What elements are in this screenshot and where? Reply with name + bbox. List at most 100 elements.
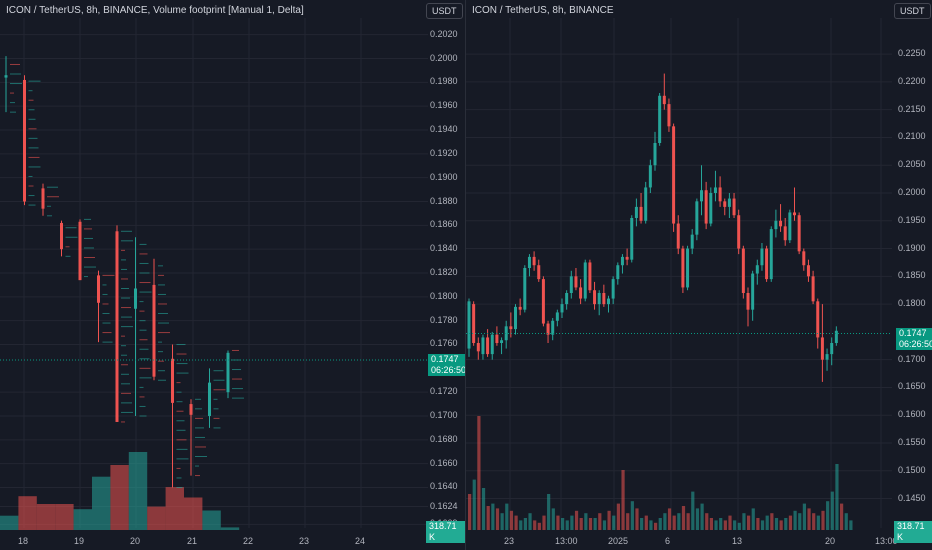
candle-body	[583, 262, 587, 299]
volume-bar	[514, 515, 518, 530]
price-tick-label: 0.1660	[430, 457, 458, 468]
volume-bar	[677, 513, 681, 530]
price-tick-label: 0.1700	[430, 409, 458, 420]
candle-body	[639, 206, 643, 221]
right-chart-pane[interactable]: ICON / TetherUS, 8h, BINANCE USDT 0.2250…	[466, 0, 932, 550]
last-price-badge: 0.1747 06:26:50	[896, 327, 932, 350]
currency-button[interactable]: USDT	[426, 3, 463, 19]
candle-body	[644, 187, 648, 221]
candle-body	[830, 343, 834, 355]
candle-body	[825, 354, 829, 360]
chart-title: ICON / TetherUS, 8h, BINANCE	[472, 5, 614, 16]
time-tick-label: 6	[665, 536, 671, 546]
volume-bar	[616, 503, 620, 530]
volume-bar	[667, 508, 672, 530]
volume-bar	[220, 527, 240, 530]
candle-body	[4, 75, 8, 78]
volume-bar	[654, 522, 658, 530]
candle-body	[41, 188, 45, 209]
candle-body	[607, 298, 610, 305]
candle-body	[658, 95, 662, 143]
candle-body	[208, 382, 211, 416]
volume-bar	[477, 416, 481, 530]
candle-body	[620, 256, 624, 266]
time-tick-label: 24	[355, 536, 366, 546]
volume-bar	[593, 518, 597, 530]
currency-button[interactable]: USDT	[894, 3, 931, 19]
candle-body	[774, 220, 778, 230]
time-tick-label: 20	[130, 536, 141, 546]
candle-body	[527, 256, 531, 268]
candle-body	[755, 265, 759, 274]
candle-body	[588, 262, 592, 291]
volume-bar	[835, 464, 839, 530]
price-tick-label: 0.1600	[898, 409, 926, 420]
volume-bar	[765, 515, 769, 530]
candle-body	[597, 293, 601, 305]
volume-bar	[807, 508, 811, 530]
candle-body	[718, 187, 722, 202]
volume-bar	[788, 515, 793, 530]
candle-body	[616, 265, 620, 280]
candle-body	[732, 198, 736, 216]
candle-body	[793, 212, 796, 216]
candle-body	[648, 165, 652, 188]
left-chart-pane[interactable]: ICON / TetherUS, 8h, BINANCE, Volume foo…	[0, 0, 466, 550]
volume-bar	[816, 515, 820, 530]
candle-body	[779, 220, 783, 227]
volume-bar	[821, 510, 825, 530]
volume-bar	[802, 503, 806, 530]
candle-body	[681, 248, 685, 288]
candle-body	[579, 287, 583, 299]
price-tick-label: 0.1680	[430, 433, 458, 444]
candle-body	[565, 293, 569, 305]
volume-bar	[491, 503, 495, 530]
chart-title: ICON / TetherUS, 8h, BINANCE, Volume foo…	[6, 5, 304, 16]
volume-bars	[0, 452, 240, 530]
footprint-chart[interactable]	[0, 0, 466, 550]
volume-bar	[798, 513, 802, 530]
candle-body	[700, 190, 703, 202]
volume-bar	[760, 520, 765, 530]
volume-bar	[468, 494, 472, 530]
price-tick-label: 0.1450	[898, 492, 926, 503]
volume-bar	[486, 506, 490, 530]
volume-bar	[588, 518, 593, 530]
candle-body	[60, 222, 63, 250]
candle-body	[546, 323, 550, 335]
candle-body	[78, 221, 82, 281]
candlestick-chart[interactable]	[466, 0, 932, 550]
volume-bar	[579, 518, 583, 530]
volume-bar	[714, 520, 718, 530]
candle-body	[788, 212, 792, 241]
candle-body	[555, 312, 559, 321]
candle-body	[690, 234, 694, 249]
candle-body	[560, 304, 564, 313]
last-price-value: 0.1747	[899, 327, 927, 338]
candle-body	[811, 276, 815, 302]
candle-body	[806, 265, 810, 277]
candle-body	[593, 290, 597, 305]
time-tick-label: 19	[74, 536, 85, 546]
price-tick-label: 0.1980	[430, 76, 458, 87]
volume-bar	[723, 520, 727, 530]
price-tick-label: 0.1900	[430, 171, 458, 182]
price-tick-label: 0.1880	[430, 195, 458, 206]
time-tick-label: 13:00	[555, 536, 578, 546]
volume-bar	[55, 504, 74, 530]
volume-bar	[202, 510, 221, 530]
volume-bar	[812, 513, 816, 530]
grid-lines	[466, 18, 892, 528]
candle-body	[189, 404, 193, 415]
volume-bar	[110, 465, 129, 530]
volume-bar	[849, 520, 853, 530]
pane-divider[interactable]	[465, 0, 466, 550]
volume-bar	[658, 518, 662, 530]
volume-bar	[472, 479, 476, 530]
candle-body	[518, 306, 522, 310]
volume-bar	[36, 504, 56, 530]
volume-bar	[92, 476, 111, 530]
volume-bar	[184, 497, 203, 530]
volume-bar	[672, 515, 676, 530]
candle-body	[97, 275, 100, 303]
